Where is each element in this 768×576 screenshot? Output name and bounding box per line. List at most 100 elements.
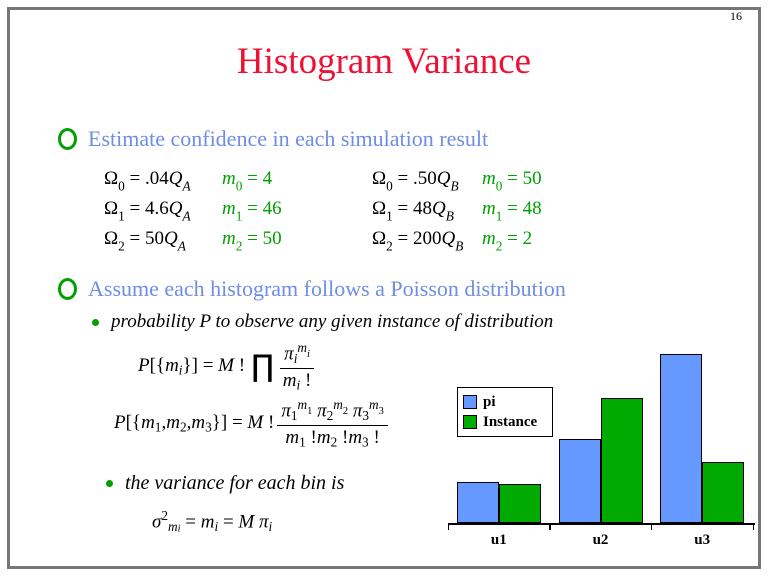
math-segment: B bbox=[450, 178, 459, 194]
math-segment: = bbox=[227, 412, 248, 434]
equation-m-b0: m0 = 50 bbox=[482, 164, 542, 194]
math-segment: π bbox=[259, 511, 269, 533]
math-segment: m bbox=[222, 198, 236, 219]
math-segment: m bbox=[191, 412, 206, 434]
math-segment: }] bbox=[211, 412, 228, 434]
math-segment: i bbox=[293, 351, 298, 367]
x-axis-tick bbox=[447, 523, 449, 530]
equation-m-b1: m1 = 48 bbox=[482, 194, 542, 224]
math-segment: = 46 bbox=[242, 198, 282, 219]
math-segment: 3 bbox=[205, 419, 212, 435]
math-segment: m bbox=[482, 168, 496, 189]
math-segment: 2 bbox=[326, 408, 334, 424]
equation-m-b2: m2 = 2 bbox=[482, 224, 542, 254]
formula-multinomial: P[{m1,m2,m3}] = M ! π1m1 π2m2 π3m3 m1 !m… bbox=[114, 397, 388, 451]
bullet-ring-icon bbox=[58, 128, 77, 150]
equation-m-a2: m2 = 50 bbox=[222, 224, 282, 254]
math-segment: Ω bbox=[372, 228, 387, 249]
math-segment: M bbox=[238, 511, 255, 533]
math-segment: 2 bbox=[118, 238, 125, 254]
math-segment: = bbox=[180, 511, 201, 533]
legend-item-pi: pi bbox=[463, 392, 547, 412]
math-segment: = .50 bbox=[392, 168, 437, 189]
math-segment: 2 bbox=[235, 238, 243, 254]
math-segment: ! bbox=[305, 427, 317, 449]
equation-omega-a1: Ω1 = 4.6QA bbox=[104, 194, 191, 224]
math-segment: 2 bbox=[495, 238, 503, 254]
bar-Instance-u2 bbox=[600, 397, 643, 523]
math-segment: m bbox=[222, 228, 236, 249]
math-segment: Ω bbox=[372, 198, 387, 219]
math-segment: = 2 bbox=[502, 228, 533, 249]
math-segment: 0 bbox=[118, 178, 125, 194]
math-segment: π bbox=[352, 400, 363, 422]
math-segment: B bbox=[445, 208, 454, 224]
bar-pi-u3 bbox=[660, 354, 703, 523]
subbullet-text: the variance for each bin is bbox=[125, 472, 345, 494]
math-segment: 0 bbox=[386, 178, 393, 194]
math-segment: = 48 bbox=[502, 198, 542, 219]
math-segment: i bbox=[177, 523, 181, 535]
formula-poisson-product: P[{mi}] = M ! ∏ πimi mi ! bbox=[138, 340, 315, 394]
equation-omega-a0: Ω0 = .04QA bbox=[104, 164, 191, 194]
math-segment: Ω bbox=[104, 228, 119, 249]
math-segment: 2 bbox=[330, 434, 338, 450]
math-segment: 3 bbox=[362, 434, 369, 450]
equation-omega-b2: Ω2 = 200QB bbox=[372, 224, 463, 254]
bar-Instance-u1 bbox=[498, 484, 541, 523]
bullet-dot-icon bbox=[92, 318, 99, 326]
math-segment: 1 bbox=[307, 405, 313, 417]
math-segment: Ω bbox=[104, 198, 119, 219]
fraction: π1m1 π2m2 π3m3 m1 !m2 !m3 ! bbox=[277, 397, 388, 451]
slide-title: Histogram Variance bbox=[236, 41, 532, 82]
math-segment: m bbox=[482, 198, 496, 219]
bar-pi-u2 bbox=[558, 438, 601, 523]
math-segment: 1 bbox=[154, 419, 162, 435]
bullet-ring-icon bbox=[58, 278, 77, 300]
math-segment: m bbox=[168, 519, 178, 535]
fraction-numerator: πimi bbox=[280, 340, 314, 370]
category-label-u2: u2 bbox=[592, 532, 609, 548]
math-segment: 1 bbox=[386, 208, 393, 224]
fraction-denominator: m1 !m2 !m3 ! bbox=[281, 426, 383, 451]
math-segment: m bbox=[222, 168, 236, 189]
math-segment: π bbox=[284, 343, 294, 365]
math-segment: ! bbox=[337, 427, 349, 449]
math-segment: 1 bbox=[299, 434, 306, 450]
subbullet-variance: the variance for each bin is bbox=[106, 472, 344, 495]
math-segment: 2 bbox=[342, 405, 349, 417]
math-segment: i bbox=[268, 519, 273, 535]
x-axis-tick bbox=[549, 523, 551, 530]
math-segment: π bbox=[281, 400, 291, 422]
math-segment: m bbox=[285, 427, 300, 449]
math-segment: ! bbox=[234, 355, 246, 377]
fraction: πimi mi ! bbox=[279, 340, 316, 394]
math-segment: [{ bbox=[149, 355, 166, 377]
math-segment: = .04 bbox=[124, 168, 169, 189]
math-segment: = 4 bbox=[242, 168, 273, 189]
math-segment: M bbox=[247, 412, 264, 434]
math-segment: A bbox=[182, 178, 191, 194]
bullet-dot-icon bbox=[106, 480, 113, 487]
math-segment: 3 bbox=[378, 405, 384, 417]
math-segment: i bbox=[214, 519, 219, 535]
math-segment: = bbox=[197, 355, 219, 377]
math-segment: 3 bbox=[362, 408, 370, 424]
subbullet-probability: probability P to observe any given insta… bbox=[92, 311, 553, 333]
math-segment: m bbox=[166, 412, 180, 434]
math-segment: m bbox=[141, 412, 155, 434]
formula-lhs: P[{mi}] = M ! bbox=[138, 355, 245, 379]
math-segment: A bbox=[177, 238, 186, 254]
category-label-u1: u1 bbox=[490, 532, 507, 548]
math-segment: m bbox=[348, 427, 363, 449]
math-segment: 1 bbox=[290, 408, 298, 424]
legend-item-instance: Instance bbox=[463, 412, 547, 432]
math-segment: Q bbox=[168, 198, 183, 219]
math-segment: σ bbox=[152, 511, 162, 533]
equation-m-a0: m0 = 4 bbox=[222, 164, 282, 194]
math-segment: 2 bbox=[386, 238, 393, 254]
math-segment: Q bbox=[164, 228, 178, 249]
math-segment: 2 bbox=[179, 419, 187, 435]
math-segment: m bbox=[333, 397, 343, 412]
legend-swatch-pi bbox=[463, 395, 477, 409]
